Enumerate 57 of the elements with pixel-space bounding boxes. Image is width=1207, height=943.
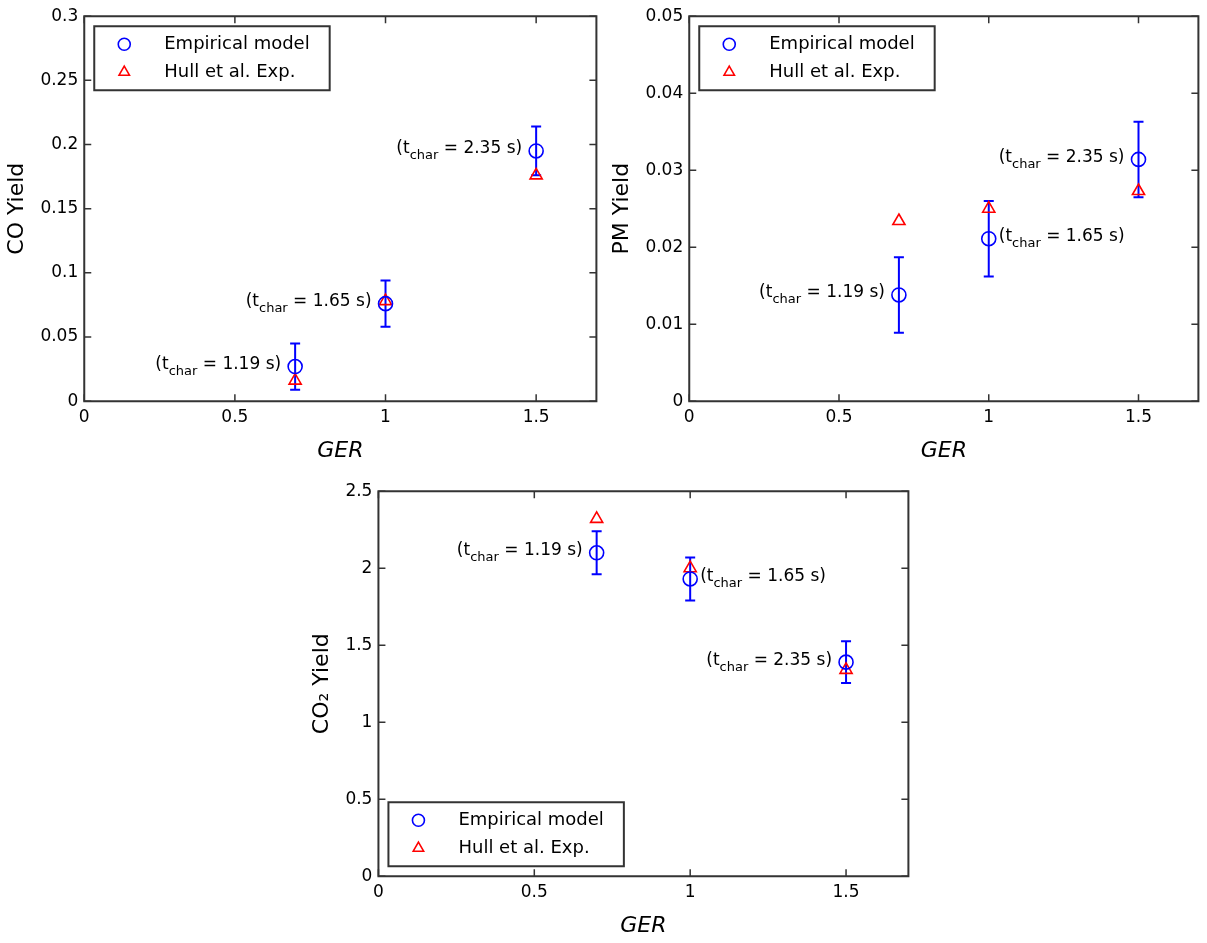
y-axis-title: CO₂ Yield <box>307 633 333 735</box>
point <box>838 654 854 670</box>
y-tick-label: 0.03 <box>645 158 684 179</box>
y-tick-label: 2 <box>361 556 373 577</box>
point <box>528 143 544 159</box>
point <box>377 295 394 312</box>
y-tick-label: 0.04 <box>645 81 684 102</box>
y-tick-label: 2.5 <box>345 479 373 500</box>
legend-label: Empirical model <box>458 807 604 829</box>
y-tick-label: 0.01 <box>645 312 684 333</box>
y-tick-label: 1 <box>361 710 373 731</box>
y-tick-label: 0.05 <box>40 325 79 346</box>
y-tick-label: 0.1 <box>51 261 79 282</box>
point <box>839 662 853 675</box>
legend-label: Empirical model <box>769 31 915 53</box>
legend-label: Hull et al. Exp. <box>164 59 296 81</box>
y-tick-label: 0.3 <box>51 4 79 25</box>
x-axis-title: GER <box>317 436 364 462</box>
x-tick-label: 1.5 <box>1124 405 1153 426</box>
y-tick-label: 0 <box>67 389 79 410</box>
y-tick-label: 0.2 <box>51 132 79 153</box>
y-tick-label: 0 <box>672 389 684 410</box>
y-axis-title: PM Yield <box>607 162 633 255</box>
point <box>378 293 393 306</box>
x-tick-label: 1 <box>380 405 391 426</box>
point <box>588 545 605 561</box>
legend-label: Hull et al. Exp. <box>458 835 590 857</box>
x-tick-label: 0.5 <box>221 405 249 426</box>
y-tick-label: 0.5 <box>345 787 373 808</box>
x-tick-label: 1 <box>983 405 995 426</box>
x-tick-label: 0.5 <box>825 405 853 426</box>
y-tick-label: 1.5 <box>345 633 373 654</box>
y-tick-label: 0.25 <box>40 68 79 89</box>
x-axis-title: GER <box>620 911 667 937</box>
point <box>980 230 997 247</box>
x-tick-label: 1.5 <box>832 880 860 901</box>
point <box>529 167 544 180</box>
point <box>683 560 698 573</box>
x-tick-label: 0.5 <box>520 880 548 901</box>
point <box>1130 151 1147 168</box>
legend-label: Hull et al. Exp. <box>769 59 901 81</box>
point <box>892 213 906 226</box>
y-tick-label: 0.15 <box>40 197 79 218</box>
y-tick-label: 0 <box>361 864 373 885</box>
y-axis-title: CO Yield <box>2 162 28 255</box>
point <box>287 358 303 375</box>
point <box>891 287 907 303</box>
y-tick-label: 0.05 <box>645 4 684 25</box>
point <box>288 372 302 385</box>
y-tick-label: 0.02 <box>645 235 684 256</box>
point <box>981 200 996 213</box>
x-axis-title: GER <box>920 436 967 462</box>
x-tick-label: 1.5 <box>522 405 550 426</box>
legend-label: Empirical model <box>164 31 310 53</box>
point <box>589 511 604 524</box>
point <box>682 571 698 587</box>
point <box>1131 183 1146 196</box>
